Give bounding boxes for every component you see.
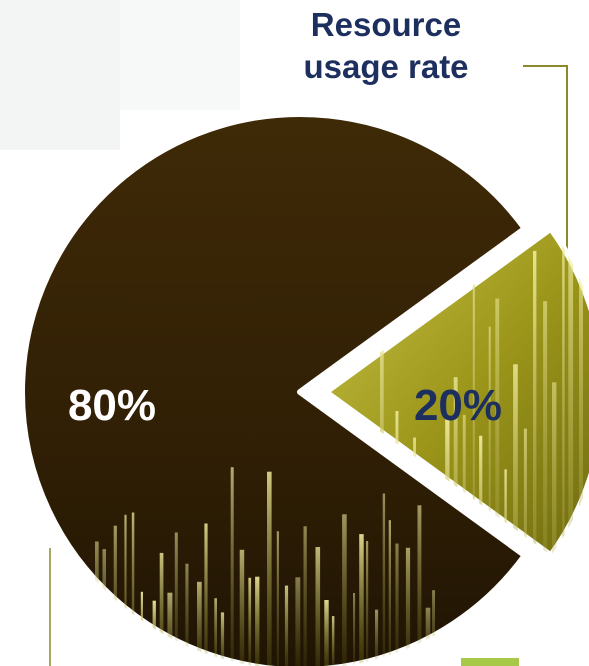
skyline-bar — [395, 543, 399, 666]
background-tile — [0, 0, 120, 150]
skyline-bar — [562, 233, 565, 556]
skyline-bar — [472, 228, 475, 556]
skyline-bar — [380, 301, 384, 556]
slice-label-80: 80% — [68, 381, 156, 430]
skyline-bar — [174, 532, 178, 666]
skyline-bar — [197, 581, 202, 666]
skyline-bar — [382, 493, 386, 666]
skyline-bar — [248, 577, 252, 666]
skyline-bar — [432, 590, 435, 666]
skyline-bar — [159, 552, 164, 666]
skyline-bar — [342, 514, 347, 666]
background-tile — [120, 0, 240, 110]
skyline-bar — [479, 435, 483, 556]
skyline-bar — [295, 577, 301, 666]
skyline-bar — [425, 607, 431, 666]
skyline-bar — [552, 382, 557, 556]
slice-labels: 80% 20% — [68, 381, 502, 430]
pie-slices — [19, 111, 589, 666]
skyline-bar — [353, 593, 356, 666]
skyline-bar — [204, 523, 208, 666]
skyline-bar — [568, 250, 574, 556]
skyline-bar — [303, 526, 307, 666]
chart-title-line-2: usage rate — [303, 48, 469, 85]
skyline-bar — [359, 534, 364, 666]
skyline-bar — [366, 541, 369, 666]
skyline-bar — [267, 471, 272, 666]
skyline-bar — [284, 585, 289, 666]
skyline-bar — [523, 428, 527, 556]
skyline-bar — [315, 547, 321, 666]
skyline-bar — [504, 469, 507, 556]
skyline-bar — [375, 609, 379, 666]
chart-title: Resource usage rate — [286, 4, 486, 88]
skyline-bar — [152, 600, 156, 666]
skyline-bar — [131, 512, 135, 666]
skyline-bar — [579, 273, 583, 556]
skyline-bar — [417, 505, 422, 666]
skyline-bar — [167, 592, 173, 666]
skyline-bar — [140, 591, 143, 666]
slice-label-20: 20% — [414, 381, 502, 430]
skyline-bar — [453, 377, 458, 556]
skyline-bar — [102, 549, 106, 666]
corner-accent — [461, 658, 519, 666]
skyline-bar — [124, 514, 127, 666]
skyline-bar — [533, 250, 537, 556]
skyline-bar — [276, 531, 279, 666]
skyline-bar — [185, 563, 189, 666]
skyline-bar — [331, 616, 335, 666]
skyline-bar — [388, 520, 391, 666]
skyline-bar — [113, 525, 117, 666]
skyline-bar — [405, 547, 411, 666]
skyline-bar — [230, 467, 234, 666]
skyline-bar — [214, 598, 217, 666]
skyline-bar — [462, 414, 466, 556]
skyline-bar — [324, 600, 329, 666]
skyline-bar — [488, 326, 491, 556]
skyline-bar — [513, 364, 518, 556]
skyline-bar — [495, 298, 500, 556]
skyline-bar — [239, 549, 245, 666]
chart-title-line-1: Resource — [310, 6, 462, 43]
skyline-bar — [255, 576, 260, 666]
skyline-bar — [95, 541, 99, 666]
skyline-bar — [543, 301, 548, 556]
skyline-bar — [220, 612, 225, 666]
